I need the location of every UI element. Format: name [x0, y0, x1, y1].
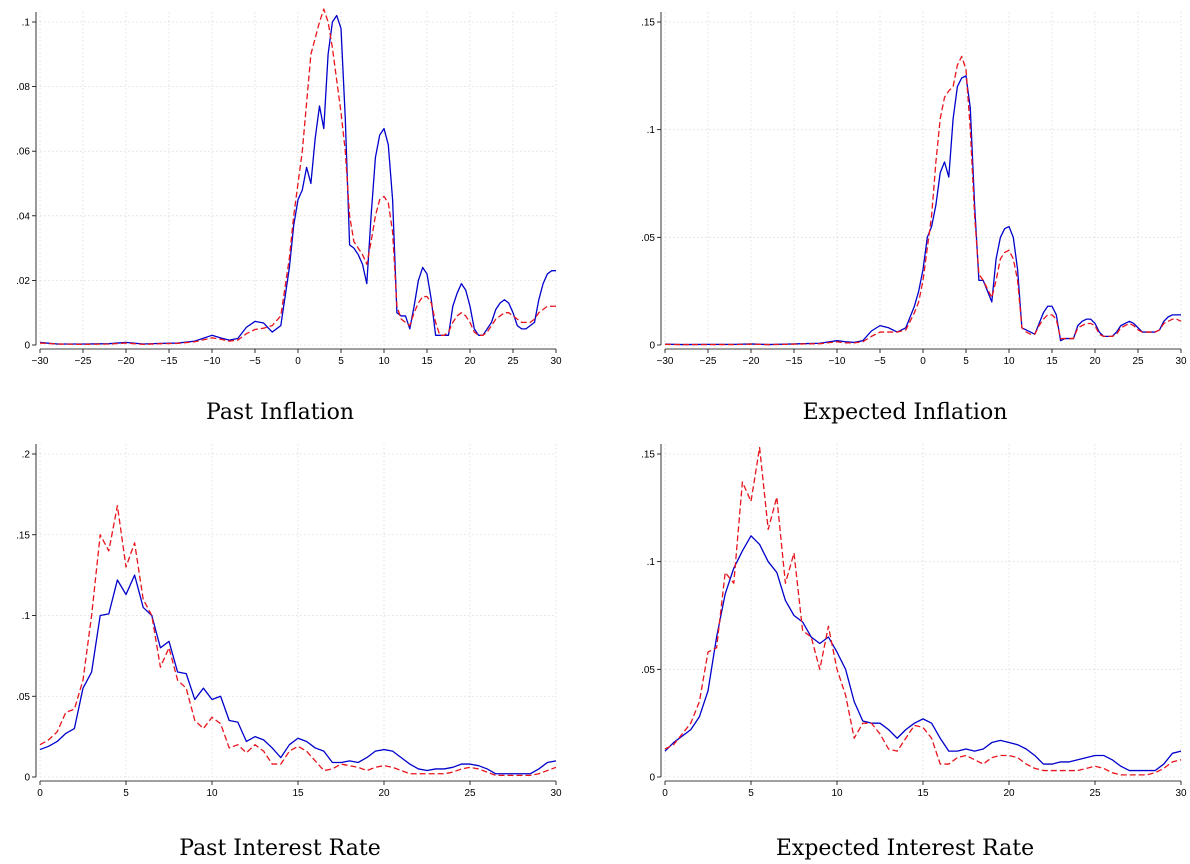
panel-past-inflation: 0 .02 .04 .06 .08 .1 −30 −25 −20 −15 −10 −5 0 5 10 15 20…: [0, 0, 595, 432]
x-tick-label: 25: [464, 788, 476, 799]
x-tick-label: −25: [75, 356, 92, 367]
y-tick-label: .15: [16, 530, 30, 541]
y-tick-label: .15: [641, 450, 655, 461]
y-tick-label: .05: [641, 665, 655, 676]
x-tick-label: 15: [421, 356, 433, 367]
x-tick-label: −5: [249, 356, 261, 367]
y-tick-label: .05: [641, 233, 655, 244]
x-tick-label: 20: [1089, 356, 1101, 367]
x-tick-label: −10: [204, 356, 221, 367]
caption-past-interest-rate: Past Interest Rate: [179, 836, 381, 861]
series-line-solid: [39, 574, 557, 775]
caption-expected-inflation: Expected Inflation: [802, 400, 1008, 425]
y-tick-label: 0: [24, 341, 30, 352]
series-line-solid: [39, 14, 556, 345]
panel-past-interest-rate: 0 .05 .1 .15 .2 0 5 10 15 20 25 30 Past Interest Ra…: [0, 432, 595, 864]
series-line-solid: [664, 75, 1181, 346]
x-tick-label: 0: [662, 788, 668, 799]
x-tick-label: 0: [295, 356, 301, 367]
x-tick-label: 5: [748, 788, 754, 799]
y-tick-label: .1: [22, 18, 31, 29]
x-tick-label: 20: [1003, 788, 1015, 799]
series-line-dashed: [39, 8, 556, 345]
chart-expected-interest-rate: 0 .05 .1 .15 0 5 10 15 20 25 30: [641, 444, 1187, 799]
x-tick-label: 10: [378, 356, 390, 367]
chart-expected-inflation: 0 .05 .1 .15 −30 −25 −20 −15 −10 −5 0 5 10 15 20 25 30: [641, 12, 1187, 367]
caption-expected-interest-rate: Expected Interest Rate: [775, 836, 1035, 861]
x-tick-label: 20: [464, 356, 476, 367]
panel-expected-interest-rate: 0 .05 .1 .15 0 5 10 15 20 25 30 Expected Interest …: [625, 432, 1190, 864]
x-tick-label: 0: [920, 356, 926, 367]
y-tick-label: .06: [16, 147, 30, 158]
y-tick-label: .04: [16, 211, 30, 222]
x-tick-label: 25: [1132, 356, 1144, 367]
x-tick-label: −20: [743, 356, 760, 367]
x-tick-label: 30: [550, 788, 562, 799]
x-tick-label: −30: [657, 356, 674, 367]
y-tick-label: 0: [649, 341, 655, 352]
x-tick-label: 20: [378, 788, 390, 799]
x-tick-label: 25: [1089, 788, 1101, 799]
x-tick-label: 5: [123, 788, 129, 799]
chart-past-interest-rate: 0 .05 .1 .15 .2 0 5 10 15 20 25 30: [16, 444, 562, 799]
x-tick-label: 10: [206, 788, 218, 799]
x-tick-label: −15: [161, 356, 178, 367]
x-tick-label: −25: [700, 356, 717, 367]
x-tick-label: 5: [963, 356, 969, 367]
x-tick-label: 30: [550, 356, 562, 367]
y-tick-label: .15: [641, 18, 655, 29]
x-tick-label: 30: [1175, 788, 1187, 799]
y-tick-label: .05: [16, 692, 30, 703]
y-tick-label: .1: [647, 557, 656, 568]
x-tick-label: −30: [32, 356, 49, 367]
x-tick-label: −10: [829, 356, 846, 367]
series-line-dashed: [39, 505, 557, 777]
y-tick-label: .02: [16, 276, 30, 287]
y-tick-label: .08: [16, 82, 30, 93]
y-tick-label: .1: [22, 611, 31, 622]
y-tick-label: .1: [647, 125, 656, 136]
x-tick-label: 30: [1175, 356, 1187, 367]
x-tick-label: 5: [338, 356, 344, 367]
y-tick-label: .2: [22, 450, 31, 461]
y-tick-label: 0: [24, 773, 30, 784]
x-tick-label: −20: [118, 356, 135, 367]
x-tick-label: 10: [831, 788, 843, 799]
x-tick-label: 10: [1003, 356, 1015, 367]
x-tick-label: 15: [1046, 356, 1058, 367]
series-line-dashed: [664, 55, 1182, 346]
x-tick-label: 15: [917, 788, 929, 799]
x-tick-label: −5: [874, 356, 886, 367]
x-tick-label: 15: [292, 788, 304, 799]
series-line-solid: [664, 535, 1182, 772]
x-tick-label: −15: [786, 356, 803, 367]
panel-expected-inflation: 0 .05 .1 .15 −30 −25 −20 −15 −10 −5 0 5 10 15 20 25 30 E…: [625, 0, 1190, 432]
caption-past-inflation: Past Inflation: [206, 400, 354, 425]
chart-past-inflation: 0 .02 .04 .06 .08 .1 −30 −25 −20 −15 −10 −5 0 5 10 15 20…: [16, 8, 562, 367]
x-tick-label: 25: [507, 356, 519, 367]
x-tick-label: 0: [37, 788, 43, 799]
y-tick-label: 0: [649, 773, 655, 784]
